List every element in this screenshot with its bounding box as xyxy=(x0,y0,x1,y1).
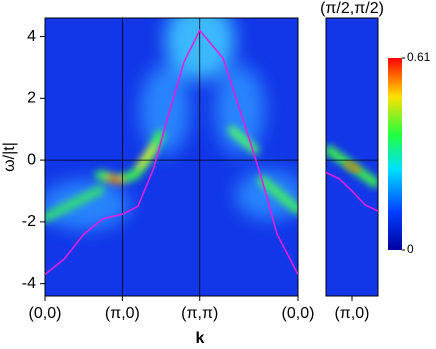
x-tick-label: (π,π) xyxy=(181,305,218,322)
y-tick-label: 0 xyxy=(27,151,36,168)
colorbar-tick-label: 0 xyxy=(407,242,414,256)
y-axis-label: ω/|t| xyxy=(1,142,18,172)
y-tick-label: 2 xyxy=(27,90,36,107)
colorbar-tick-label: 0.61 xyxy=(407,50,431,64)
y-tick-label: 4 xyxy=(27,28,36,45)
x-axis-label: k xyxy=(196,330,205,347)
dispersion-line xyxy=(45,28,298,276)
plot-frame xyxy=(44,17,299,297)
y-tick-label: -4 xyxy=(22,275,36,292)
dispersion-line xyxy=(326,171,378,212)
x-tick-label: (π,0) xyxy=(334,305,369,322)
x-tick-label: (π,0) xyxy=(105,305,140,322)
heatmap xyxy=(326,18,378,296)
colorbar xyxy=(388,58,402,250)
x-tick-label: (0,0) xyxy=(282,305,315,322)
x-tick-label: (0,0) xyxy=(29,305,62,322)
y-tick-label: -2 xyxy=(22,213,36,230)
heatmap xyxy=(45,18,298,296)
panel-title: (π/2,π/2) xyxy=(320,0,384,17)
